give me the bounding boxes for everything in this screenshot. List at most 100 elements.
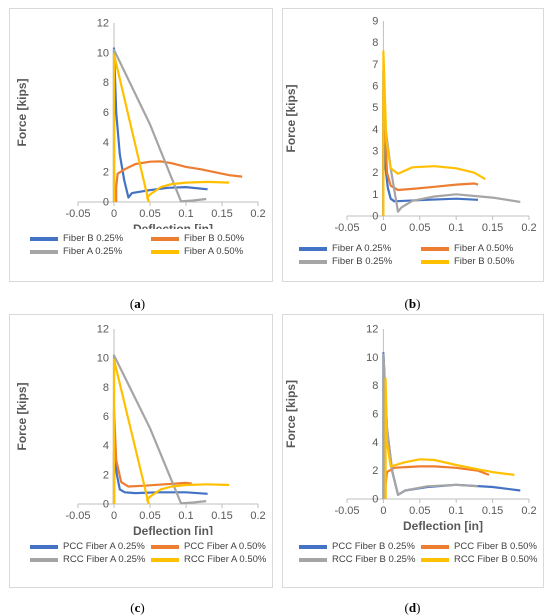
chart-a-legend-swatch xyxy=(151,249,179,254)
chart-b-ytick-label: 1 xyxy=(372,189,378,201)
chart-c-legend-swatch xyxy=(151,544,179,549)
chart-d-ytick-label: 10 xyxy=(366,352,378,364)
chart-c-ytick-label: 2 xyxy=(103,469,109,481)
chart-a-y-axis-title: Force [kips] xyxy=(15,78,29,146)
chart-c-ytick-label: 4 xyxy=(103,440,109,452)
chart-d-legend-label: RCC Fiber B 0.50% xyxy=(454,554,538,565)
chart-b-y-axis-title: Force [kips] xyxy=(284,84,298,152)
chart-panel-b: 0123456789-0.0500.050.10.150.2Deflection… xyxy=(282,8,544,282)
chart-b-ytick-label: 0 xyxy=(372,211,378,223)
chart-b-ytick-label: 3 xyxy=(372,146,378,158)
caption-b: (b) xyxy=(404,296,421,311)
chart-a-legend-label: Fiber A 0.25% xyxy=(63,246,123,257)
chart-c-xtick-label: 0 xyxy=(111,510,117,522)
chart-d-ytick-label: 0 xyxy=(372,494,378,506)
chart-b-ytick-label: 7 xyxy=(372,59,378,71)
chart-c-xtick-label: 0.1 xyxy=(178,510,193,522)
chart-a-legend-swatch xyxy=(30,249,58,254)
chart-b-ytick-label: 8 xyxy=(372,37,378,49)
chart-b-legend-item: Fiber B 0.25% xyxy=(299,256,421,267)
chart-c-legend-swatch xyxy=(151,557,179,562)
chart-c-legend-item: RCC Fiber A 0.50% xyxy=(151,554,272,565)
chart-a-xtick-label: 0.1 xyxy=(178,208,193,220)
chart-c-ytick-label: 8 xyxy=(103,382,109,394)
chart-a-ytick-label: 10 xyxy=(97,47,109,59)
chart-d-xtick-label: 0.05 xyxy=(409,505,430,517)
chart-d-ytick-label: 8 xyxy=(372,380,378,392)
chart-b-xtick-label: 0.15 xyxy=(482,222,503,234)
chart-b-ytick-label: 9 xyxy=(372,16,378,28)
chart-a-legend-item: Fiber B 0.25% xyxy=(30,233,151,244)
chart-d-series-4-line xyxy=(384,377,515,499)
chart-b-ytick-label: 2 xyxy=(372,167,378,179)
chart-d-legend-swatch xyxy=(299,557,327,562)
chart-d-xtick-label: 0 xyxy=(380,505,386,517)
chart-a-series-1-line xyxy=(112,47,208,202)
chart-d-xtick-label: 0.15 xyxy=(482,505,503,517)
chart-a-legend-label: Fiber B 0.50% xyxy=(184,233,245,244)
chart-c-series-3-line xyxy=(112,354,207,505)
chart-c-ytick-label: 10 xyxy=(97,353,109,365)
chart-d-legend-label: RCC Fiber B 0.25% xyxy=(332,554,416,565)
chart-c-legend: PCC Fiber A 0.25% PCC Fiber A 0.50% RCC Fi… xyxy=(10,541,272,565)
chart-b-ytick-label: 6 xyxy=(372,81,378,93)
chart-d-xtick-label: 0.1 xyxy=(449,505,464,517)
caption-c: (c) xyxy=(130,600,145,615)
chart-a-ytick-label: 0 xyxy=(103,197,109,209)
chart-d-legend-swatch xyxy=(421,544,449,549)
chart-b-legend-item: Fiber B 0.50% xyxy=(421,256,543,267)
chart-panel-d: 0 2 4 6 8 10 12 -0.05 0 0.05 0.1 0.15 0.2 Deflection … xyxy=(282,314,544,588)
chart-c-legend-item: RCC Fiber A 0.25% xyxy=(30,554,151,565)
caption-d: (d) xyxy=(404,600,421,615)
chart-a-xtick-label: 0.05 xyxy=(139,208,160,220)
chart-a-ytick-label: 4 xyxy=(103,137,109,149)
chart-a-legend-label: Fiber A 0.50% xyxy=(184,246,244,257)
chart-c-legend-label: RCC Fiber A 0.25% xyxy=(63,554,146,565)
chart-d-legend-label: PCC Fiber B 0.25% xyxy=(332,541,415,552)
chart-a-series-4-line xyxy=(112,53,230,203)
chart-a-legend: Fiber B 0.25% Fiber B 0.50% Fiber A 0.25% F… xyxy=(10,233,272,257)
chart-a-legend-swatch xyxy=(151,236,179,241)
chart-b-legend-label: Fiber A 0.50% xyxy=(454,243,514,254)
chart-a-legend-item: Fiber A 0.25% xyxy=(30,246,151,257)
chart-d-legend-item: PCC Fiber B 0.50% xyxy=(421,541,543,552)
chart-b-legend-label: Fiber B 0.25% xyxy=(332,256,393,267)
chart-c-legend-label: RCC Fiber A 0.50% xyxy=(184,554,267,565)
chart-c-xtick-label: -0.05 xyxy=(65,510,90,522)
chart-c-legend-item: PCC Fiber A 0.25% xyxy=(30,541,151,552)
chart-a-xtick-label: 0 xyxy=(111,208,117,220)
chart-c-xtick-label: 0.15 xyxy=(211,510,232,522)
chart-a-plot: 0 2 4 6 8 10 12 -0.05 0 0.05 0.1 0.15 0.2 Deflection … xyxy=(15,18,266,230)
chart-a-legend-label: Fiber B 0.25% xyxy=(63,233,124,244)
chart-b-ytick-label: 4 xyxy=(372,124,378,136)
chart-b-legend-swatch xyxy=(421,246,449,251)
chart-b-xtick-label: 0.05 xyxy=(409,222,430,234)
chart-d-ytick-label: 2 xyxy=(372,465,378,477)
chart-c-legend-swatch xyxy=(30,544,58,549)
chart-d-series-1-line xyxy=(382,351,521,499)
chart-c-legend-swatch xyxy=(30,557,58,562)
chart-c-series-2-line xyxy=(112,408,192,504)
chart-c-ytick-label: 0 xyxy=(103,499,109,511)
chart-d-x-axis-title: Deflection [in] xyxy=(403,519,483,533)
chart-a-series-2-line xyxy=(115,160,243,202)
chart-d-ytick-label: 12 xyxy=(366,324,378,336)
chart-d-y-axis-title: Force [kips] xyxy=(284,380,298,448)
chart-c-legend-item: PCC Fiber A 0.50% xyxy=(151,541,272,552)
chart-b-legend-item: Fiber A 0.25% xyxy=(299,243,421,254)
chart-a-ytick-label: 2 xyxy=(103,167,109,179)
chart-c-xtick-label: 0.2 xyxy=(250,510,265,522)
chart-b-ytick-label: 5 xyxy=(372,102,378,114)
chart-a-legend-item: Fiber A 0.50% xyxy=(151,246,272,257)
chart-b-legend: Fiber A 0.25% Fiber A 0.50% Fiber B 0.25% F… xyxy=(283,243,543,267)
chart-d-legend-item: RCC Fiber B 0.25% xyxy=(299,554,421,565)
chart-b-legend-label: Fiber A 0.25% xyxy=(332,243,392,254)
chart-c-series-4-line xyxy=(112,358,230,505)
chart-b-plot: 0123456789-0.0500.050.10.150.2Deflection… xyxy=(284,16,537,235)
chart-c-ytick-label: 12 xyxy=(97,324,109,336)
chart-d-ytick-label: 6 xyxy=(372,409,378,421)
chart-a-ytick-label: 12 xyxy=(97,18,109,30)
chart-d-legend-item: PCC Fiber B 0.25% xyxy=(299,541,421,552)
chart-c-y-axis-title: Force [kips] xyxy=(15,382,29,450)
chart-a-series-3-line xyxy=(112,48,207,203)
